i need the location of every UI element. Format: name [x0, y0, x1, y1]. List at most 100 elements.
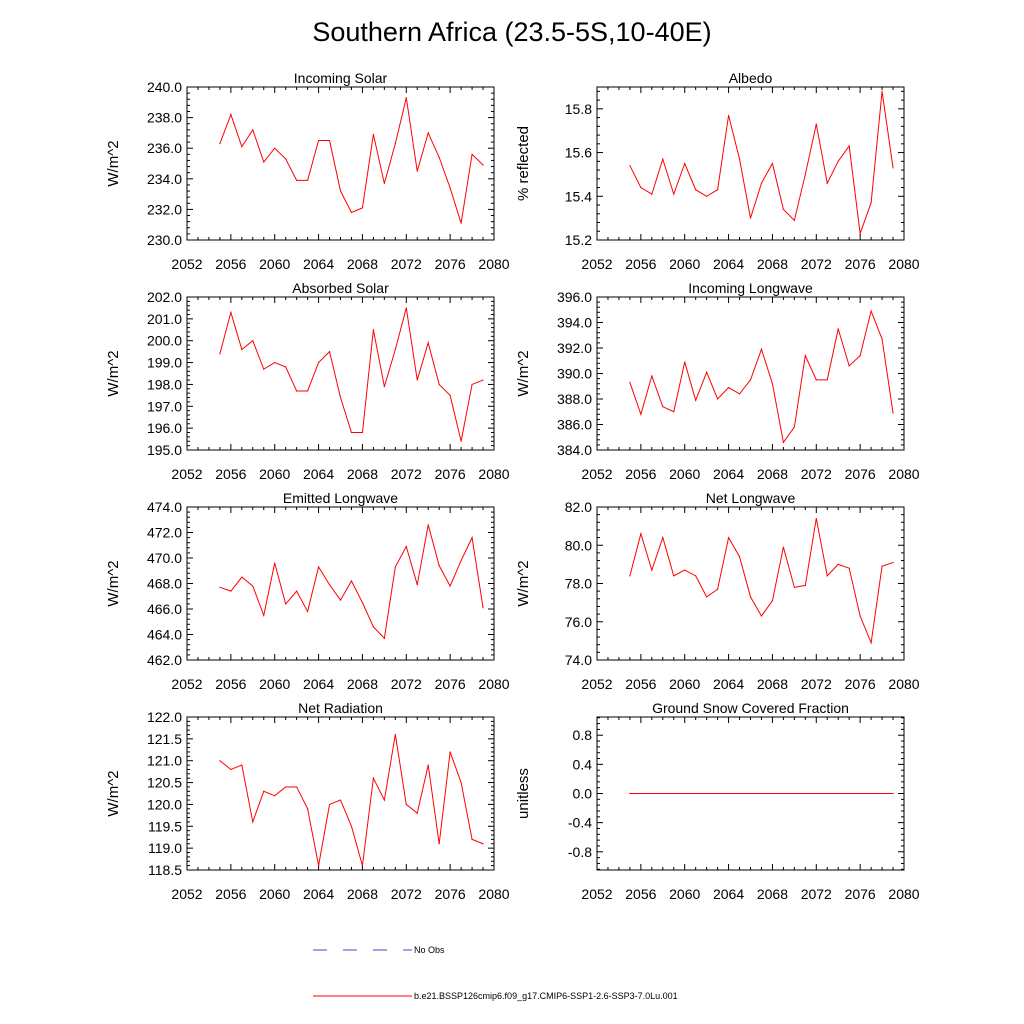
data-point — [629, 575, 631, 577]
data-point — [717, 189, 719, 191]
figure-title: Southern Africa (23.5-5S,10-40E) — [312, 17, 711, 47]
data-point — [230, 768, 232, 771]
data-point — [815, 517, 817, 520]
x-tick-label: 2064 — [303, 466, 334, 482]
data-point — [328, 584, 331, 586]
data-point — [695, 399, 697, 401]
x-tick-label: 2076 — [845, 256, 876, 272]
y-tick-label: 462.0 — [147, 652, 182, 668]
y-axis-label: unitless — [515, 768, 532, 819]
x-tick-label: 2072 — [391, 256, 422, 272]
panel-emitted-longwave: Emitted Longwave W/m^2 2052 2056 2060 2064 206… — [105, 490, 510, 692]
y-axis-label: W/m^2 — [515, 350, 532, 396]
x-tick-label: 2080 — [888, 466, 919, 482]
data-point — [219, 353, 221, 355]
x-tick-label: 2080 — [478, 256, 509, 272]
data-point — [372, 133, 374, 136]
y-tick-label: 78.0 — [565, 576, 592, 592]
panel-net-longwave: Net Longwave W/m^2 2052 2056 2060 2064 2068 207… — [515, 490, 920, 692]
x-tick-label: 2068 — [757, 676, 788, 692]
y-tick-label: 118.5 — [148, 862, 182, 878]
data-point — [449, 394, 451, 396]
data-point — [219, 143, 221, 145]
data-point — [815, 123, 817, 125]
panel-incoming-longwave: Incoming Longwave W/m^2 2052 2056 2060 2064 20… — [515, 280, 920, 482]
data-point — [482, 843, 484, 845]
data-point — [482, 607, 484, 609]
data-point — [706, 596, 708, 598]
x-tick-label: 2060 — [669, 256, 700, 272]
data-point — [662, 158, 664, 160]
data-point — [717, 398, 719, 400]
y-tick-label: 82.0 — [565, 499, 592, 515]
data-point — [760, 348, 763, 350]
y-tick-label: 0.8 — [573, 727, 593, 743]
data-point — [274, 147, 276, 149]
data-point — [848, 145, 850, 147]
y-tick-label: 199.0 — [147, 355, 182, 371]
y-tick-label: 195.0 — [147, 442, 182, 458]
y-tick-label: 394.0 — [557, 315, 592, 331]
y-tick-label: 468.0 — [147, 576, 182, 592]
x-tick-label: 2072 — [391, 886, 422, 902]
y-tick-label: 121.5 — [147, 731, 182, 747]
data-point — [804, 173, 806, 176]
data-point — [727, 386, 730, 389]
data-point — [673, 193, 675, 195]
data-point — [673, 575, 675, 577]
y-tick-label: 121.0 — [147, 753, 182, 769]
y-tick-label: -0.4 — [568, 815, 592, 831]
x-tick-label: 2076 — [845, 676, 876, 692]
y-tick-label: 15.8 — [565, 101, 592, 117]
x-tick-label: 2056 — [625, 466, 656, 482]
x-tick-label: 2068 — [347, 886, 378, 902]
data-point — [219, 586, 221, 588]
data-point — [383, 637, 385, 639]
x-tick-label: 2068 — [757, 886, 788, 902]
panels: Incoming Solar W/m^2 2052 2056 2060 2064 2068 2… — [105, 70, 920, 902]
data-point — [317, 361, 320, 364]
x-tick-label: 2076 — [845, 886, 876, 902]
data-point — [427, 524, 429, 526]
y-axis-label: W/m^2 — [105, 350, 122, 396]
data-point — [859, 615, 861, 617]
data-point — [848, 365, 850, 367]
data-point — [263, 368, 265, 370]
x-tick-label: 2060 — [259, 466, 290, 482]
data-point — [782, 208, 784, 210]
y-tick-label: 236.0 — [147, 140, 182, 156]
y-tick-label: 472.0 — [147, 525, 182, 541]
x-tick-label: 2080 — [888, 256, 919, 272]
x-tick-label: 2072 — [801, 886, 832, 902]
y-tick-label: 80.0 — [565, 537, 592, 553]
x-tick-label: 2068 — [347, 466, 378, 482]
panel-title: Incoming Longwave — [688, 280, 813, 296]
data-point — [317, 865, 320, 867]
y-tick-label: 232.0 — [147, 201, 182, 217]
data-point — [749, 379, 752, 381]
data-point — [804, 355, 806, 357]
data-point — [749, 596, 752, 598]
y-tick-label: 119.5 — [148, 818, 182, 834]
data-point — [892, 561, 894, 564]
data-point — [274, 361, 276, 364]
x-tick-label: 2056 — [625, 886, 656, 902]
data-point — [727, 114, 730, 117]
y-tick-label: 384.0 — [557, 442, 592, 458]
x-tick-label: 2068 — [757, 466, 788, 482]
data-point — [274, 562, 276, 564]
x-tick-label: 2052 — [171, 886, 202, 902]
panel-title: Emitted Longwave — [283, 490, 398, 506]
data-point — [285, 603, 287, 605]
data-point — [684, 569, 686, 571]
legend-label-no-obs: No Obs — [414, 945, 445, 955]
panel-title: Albedo — [729, 70, 773, 86]
x-tick-label: 2060 — [259, 886, 290, 902]
data-point — [460, 781, 462, 784]
x-tick-label: 2072 — [801, 466, 832, 482]
data-point — [449, 187, 451, 189]
data-point — [449, 751, 451, 753]
x-tick-label: 2056 — [215, 466, 246, 482]
data-point — [252, 129, 254, 131]
